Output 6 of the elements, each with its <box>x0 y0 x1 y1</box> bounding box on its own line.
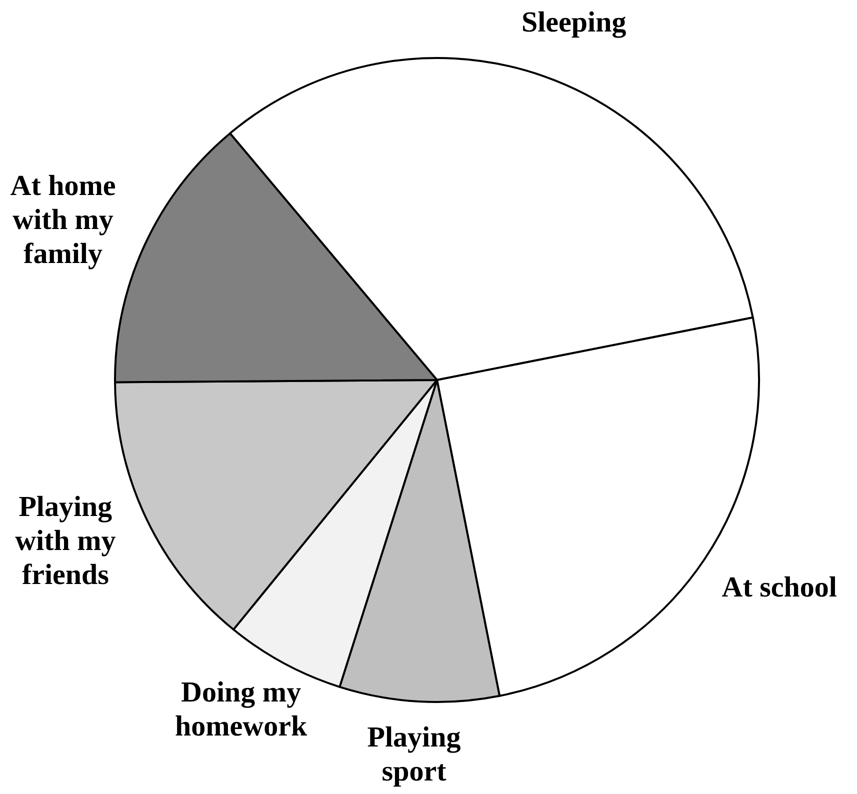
slice-label: Doing my homework <box>174 676 308 742</box>
slice-label: Playing sport <box>367 721 462 788</box>
slice-label: Sleeping <box>521 6 627 38</box>
slice-label: At school <box>722 571 837 604</box>
slice-label: Playing with my friends <box>15 490 116 591</box>
slice-label: At home with my family <box>10 170 116 270</box>
